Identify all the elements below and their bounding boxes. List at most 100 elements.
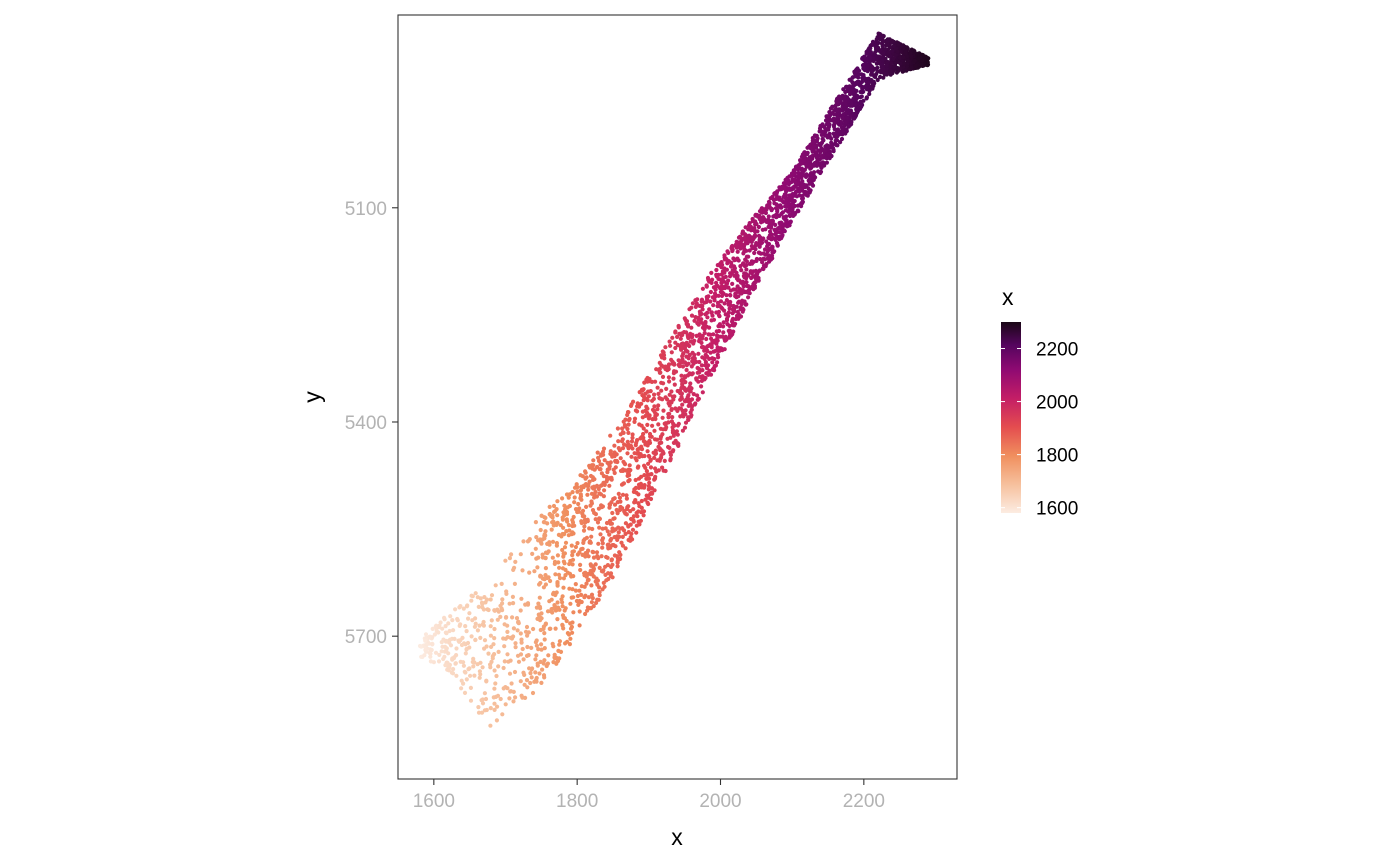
scatter-point bbox=[520, 646, 525, 652]
scatter-point bbox=[601, 580, 606, 586]
scatter-point bbox=[534, 638, 539, 643]
scatter-point bbox=[664, 386, 669, 391]
scatter-point bbox=[610, 510, 615, 516]
scatter-point bbox=[504, 591, 509, 597]
scatter-point bbox=[507, 556, 512, 561]
scatter-point bbox=[579, 584, 584, 589]
scatter-point bbox=[633, 498, 638, 503]
scatter-point bbox=[433, 624, 438, 629]
scatter-point bbox=[542, 577, 547, 582]
scatter-point bbox=[703, 363, 708, 368]
scatter-point bbox=[694, 376, 699, 381]
scatter-point bbox=[652, 455, 657, 460]
scatter-point bbox=[699, 311, 704, 316]
scatter-point bbox=[535, 565, 540, 570]
scatter-point bbox=[812, 170, 817, 175]
scatter-point bbox=[518, 631, 523, 636]
scatter-point bbox=[423, 638, 428, 643]
scatter-point bbox=[655, 385, 660, 390]
scatter-point bbox=[555, 600, 560, 605]
scatter-point bbox=[536, 601, 541, 606]
scatter-point bbox=[498, 696, 503, 702]
scatter-point bbox=[661, 364, 666, 369]
scatter-point bbox=[699, 345, 705, 350]
scatter-point bbox=[654, 412, 660, 417]
scatter-point bbox=[699, 384, 704, 389]
scatter-point bbox=[797, 189, 802, 194]
scatter-point bbox=[808, 146, 814, 151]
scatter-point bbox=[725, 322, 730, 327]
scatter-point bbox=[879, 69, 884, 74]
scatter-point bbox=[632, 451, 637, 456]
scatter-point bbox=[689, 372, 695, 377]
scatter-point bbox=[597, 590, 602, 595]
legend-tick-label: 1600 bbox=[1036, 499, 1078, 520]
scatter-point bbox=[865, 63, 870, 68]
scatter-point bbox=[753, 268, 759, 273]
scatter-point bbox=[443, 639, 449, 644]
scatter-point bbox=[646, 484, 651, 489]
scatter-point bbox=[526, 538, 531, 543]
scatter-point bbox=[864, 84, 869, 89]
scatter-point bbox=[665, 397, 670, 402]
scatter-point bbox=[644, 469, 650, 474]
scatter-point bbox=[695, 393, 700, 398]
scatter-point bbox=[747, 221, 752, 226]
scatter-point bbox=[785, 223, 791, 228]
scatter-point bbox=[721, 270, 726, 275]
scatter-point bbox=[589, 583, 594, 588]
scatter-point bbox=[590, 526, 595, 532]
scatter-point bbox=[447, 640, 452, 645]
scatter-point bbox=[741, 251, 746, 256]
scatter-point bbox=[697, 303, 702, 308]
scatter-point bbox=[673, 345, 678, 351]
scatter-point bbox=[580, 508, 586, 513]
scatter-point bbox=[589, 534, 594, 539]
scatter-point bbox=[597, 585, 602, 590]
scatter-point bbox=[726, 259, 732, 264]
scatter-point bbox=[615, 554, 620, 559]
scatter-point bbox=[527, 666, 532, 671]
scatter-point bbox=[807, 181, 813, 186]
scatter-point bbox=[475, 628, 480, 633]
scatter-point bbox=[632, 416, 638, 421]
y-axis: 5100 5400 5700 bbox=[345, 199, 398, 648]
scatter-point bbox=[774, 241, 780, 246]
scatter-point bbox=[774, 202, 779, 207]
scatter-point bbox=[792, 177, 797, 182]
scatter-point bbox=[774, 193, 779, 198]
scatter-point bbox=[756, 224, 762, 230]
scatter-point bbox=[482, 691, 487, 696]
scatter-point bbox=[577, 623, 582, 628]
scatter-point bbox=[600, 538, 605, 543]
scatter-point bbox=[850, 103, 855, 108]
scatter-point bbox=[608, 571, 613, 577]
scatter-point bbox=[560, 496, 565, 501]
scatter-point bbox=[782, 228, 787, 233]
scatter-point bbox=[646, 394, 652, 399]
scatter-point bbox=[459, 642, 465, 648]
scatter-point bbox=[682, 360, 688, 365]
scatter-point bbox=[724, 298, 730, 303]
scatter-point bbox=[692, 318, 697, 323]
scatter-point bbox=[604, 578, 609, 583]
scatter-point bbox=[543, 555, 548, 561]
scatter-point bbox=[593, 517, 598, 522]
scatter-point bbox=[668, 456, 673, 461]
scatter-point bbox=[570, 562, 575, 567]
scatter-point bbox=[646, 461, 651, 466]
scatter-point bbox=[613, 544, 618, 549]
scatter-point bbox=[535, 616, 540, 622]
scatter-point bbox=[509, 681, 514, 686]
scatter-point bbox=[835, 115, 840, 120]
scatter-point bbox=[510, 601, 516, 606]
scatter-point bbox=[700, 286, 706, 291]
scatter-point bbox=[616, 439, 621, 444]
scatter-point bbox=[623, 424, 628, 429]
scatter-point bbox=[687, 389, 693, 394]
scatter-point bbox=[864, 51, 869, 56]
scatter-point bbox=[579, 592, 584, 598]
scatter-point bbox=[713, 349, 718, 354]
scatter-point bbox=[636, 464, 641, 469]
scatter-point bbox=[444, 648, 449, 653]
